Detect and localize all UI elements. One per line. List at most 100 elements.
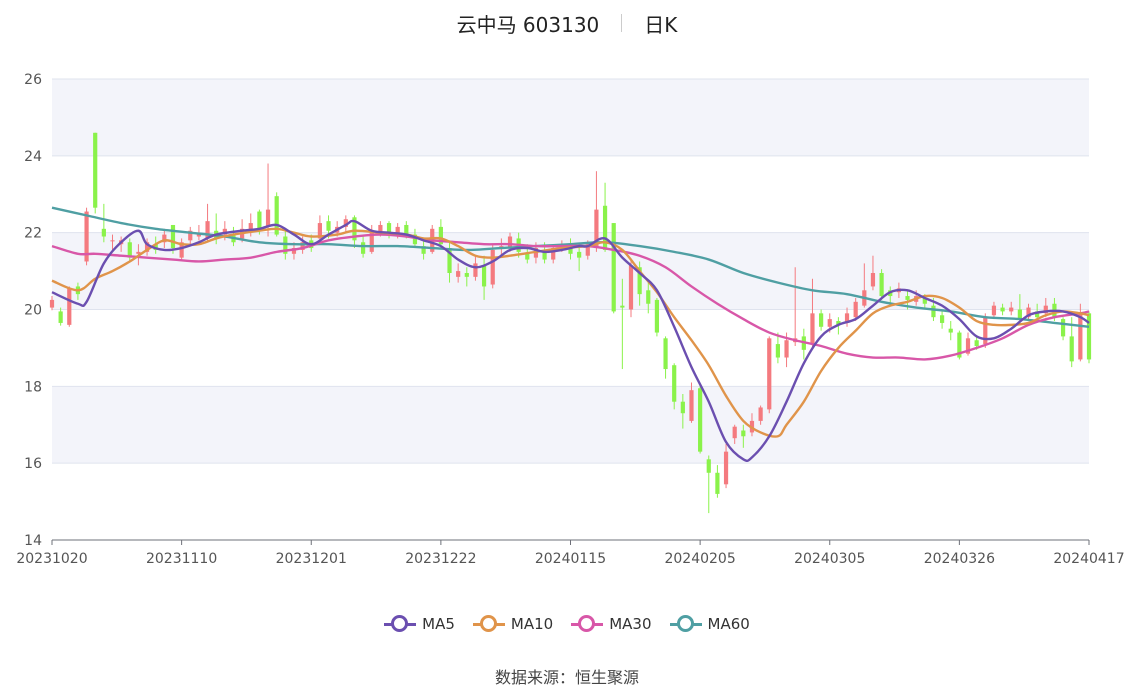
legend-item-ma5[interactable]: MA5 (384, 615, 455, 633)
y-tick-label: 24 (24, 149, 42, 165)
candle-body (188, 230, 193, 241)
legend-item-ma60[interactable]: MA60 (669, 615, 750, 633)
candle-body (481, 265, 487, 287)
candle-body (611, 223, 616, 312)
candle-body (421, 246, 426, 254)
candle-body (931, 305, 936, 318)
candle-body (741, 430, 746, 437)
candle-body (542, 249, 547, 260)
candle-body (378, 224, 383, 233)
ma-line-ma10 (51, 227, 1090, 438)
candle-body (110, 240, 115, 242)
candle-body (827, 319, 832, 327)
y-tick-label: 16 (24, 456, 42, 472)
x-tick-label: 20231222 (405, 551, 476, 567)
candle-body (1000, 307, 1005, 312)
source-value: 恒生聚源 (575, 668, 640, 687)
candle-body (170, 224, 176, 249)
candle-body (905, 296, 910, 300)
candle-body (205, 221, 210, 239)
legend-label-ma5: MA5 (422, 615, 455, 633)
candle-body (179, 242, 184, 258)
y-tick-label: 18 (24, 379, 42, 395)
candle-body (507, 236, 513, 249)
candle-body (853, 301, 858, 318)
legend: MA5 MA10 MA30 MA60 (0, 612, 1134, 636)
candle-body (1069, 336, 1074, 362)
candle-body (706, 459, 711, 473)
candle-body (162, 234, 167, 243)
candle-body (49, 299, 55, 308)
x-tick-label: 20240115 (535, 551, 606, 567)
candle-body (144, 242, 150, 252)
grid-band (52, 386, 1089, 464)
ma-line-ma5 (51, 219, 1090, 463)
y-tick-label: 14 (24, 533, 42, 549)
candle-body (127, 242, 132, 258)
candle-body (1078, 313, 1083, 360)
candle-body (577, 251, 582, 258)
candle-body (1017, 309, 1022, 320)
legend-label-ma30: MA30 (609, 615, 652, 633)
candle-body (438, 226, 443, 245)
candle-body (646, 290, 651, 304)
candle-body (473, 263, 478, 277)
candle-body (983, 317, 988, 345)
candle-body (67, 288, 72, 325)
candle-body (723, 451, 729, 485)
candle-body (386, 223, 392, 235)
candle-body (939, 315, 945, 323)
y-tick-label: 22 (24, 226, 42, 242)
candle-body (291, 248, 297, 254)
x-tick-label: 20240205 (664, 551, 735, 567)
candle-body (663, 338, 668, 370)
candle-body (361, 242, 366, 254)
candle-body (698, 388, 703, 452)
candle-body (1035, 311, 1040, 318)
candle-body (257, 211, 262, 229)
candle-body (654, 299, 660, 333)
candle-body (870, 273, 876, 287)
legend-label-ma10: MA10 (510, 615, 554, 633)
candle-body (404, 224, 409, 235)
candle-body (784, 340, 789, 358)
x-tick-label: 20231201 (276, 551, 347, 567)
candle-body (101, 228, 106, 237)
candle-body (248, 223, 253, 233)
candle-body (775, 344, 780, 358)
candle-body (974, 340, 979, 346)
legend-swatch-ma30 (571, 615, 604, 633)
candle-body (836, 321, 841, 325)
y-tick-label: 26 (24, 72, 42, 88)
chart-title: 云中马 603130 日K (0, 8, 1134, 38)
candle-body (525, 253, 530, 260)
candle-body (456, 271, 461, 277)
candle-body (464, 273, 469, 277)
legend-swatch-ma60 (669, 615, 702, 633)
grid-band (52, 79, 1089, 156)
legend-item-ma30[interactable]: MA30 (571, 615, 652, 633)
candle-body (922, 297, 927, 304)
candle-body (819, 313, 824, 327)
candle-body (844, 313, 850, 323)
candle-body (879, 273, 884, 297)
candle-body (602, 205, 608, 250)
candle-body (585, 244, 590, 256)
candle-body (136, 251, 141, 254)
candle-body (300, 242, 305, 250)
candle-body (957, 332, 962, 358)
candle-body (343, 219, 348, 227)
candle-body (715, 472, 720, 494)
candle-body (412, 234, 418, 245)
candle-body (1060, 319, 1066, 337)
candle-body (1026, 307, 1031, 318)
candle-body (265, 209, 271, 227)
legend-item-ma10[interactable]: MA10 (472, 615, 554, 633)
kline-chart: 14 16 18 20 22 24 26 20231020 20231110 20231201 20… (16, 72, 1124, 567)
candle-body (369, 230, 374, 252)
candle-body (948, 328, 953, 333)
x-tick-label: 20231110 (146, 551, 217, 567)
candle-body (395, 226, 400, 235)
candle-body (672, 365, 677, 402)
candle-body (283, 236, 288, 254)
